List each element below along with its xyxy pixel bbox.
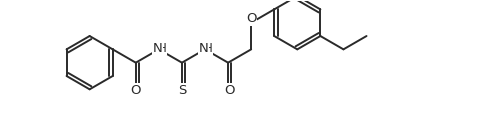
Text: N: N: [199, 41, 209, 55]
Text: S: S: [178, 84, 186, 97]
Text: O: O: [246, 12, 256, 25]
Text: H: H: [158, 41, 166, 55]
Text: H: H: [204, 41, 213, 55]
Text: O: O: [131, 84, 141, 97]
Text: O: O: [224, 84, 235, 97]
Text: N: N: [153, 41, 163, 55]
